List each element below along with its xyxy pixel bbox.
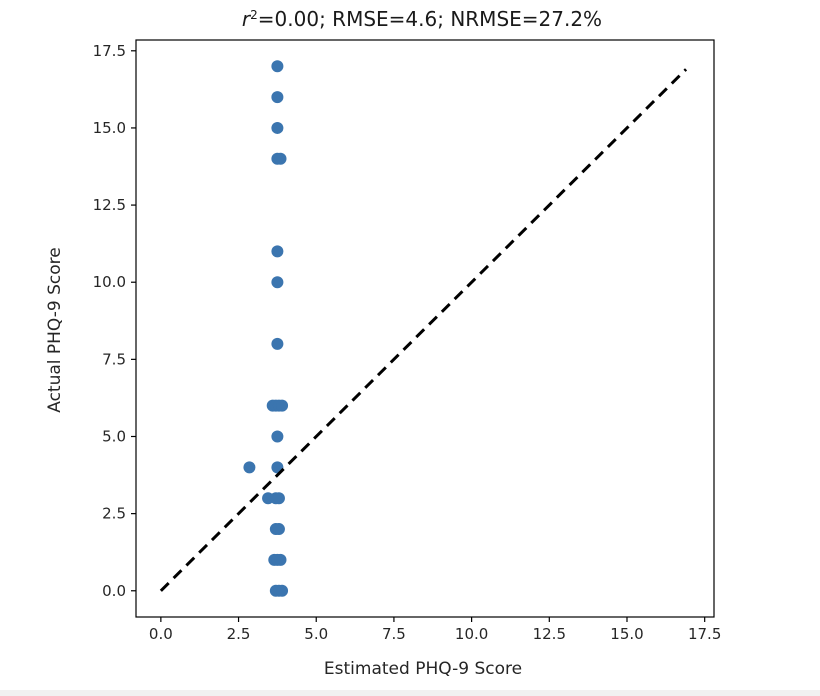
data-point <box>271 60 284 73</box>
data-point <box>272 523 285 536</box>
y-axis-label: Actual PHQ-9 Score <box>45 247 65 413</box>
x-tick-label: 5.0 <box>304 625 328 643</box>
plot-marks <box>159 60 688 597</box>
y-tick-label: 7.5 <box>102 350 126 368</box>
x-tick-label: 0.0 <box>149 625 173 643</box>
y-tick-label: 5.0 <box>102 427 126 445</box>
data-point <box>272 492 285 505</box>
x-axis-label: Estimated PHQ-9 Score <box>324 659 522 679</box>
window-bottom-strip <box>0 690 820 696</box>
y-tick-label: 2.5 <box>102 505 126 523</box>
x-tick-label: 10.0 <box>455 625 488 643</box>
data-point <box>271 276 284 289</box>
chart-title: r2=0.00; RMSE=4.6; NRMSE=27.2% <box>242 7 602 31</box>
data-point <box>274 553 287 566</box>
data-point <box>271 430 284 443</box>
x-tick-label: 15.0 <box>610 625 643 643</box>
data-point <box>271 245 284 258</box>
y-tick-label: 15.0 <box>93 119 126 137</box>
y-tick-label: 0.0 <box>102 582 126 600</box>
data-point <box>276 399 289 412</box>
data-point <box>271 121 284 134</box>
data-point <box>274 152 287 165</box>
y-tick-label: 12.5 <box>93 196 126 214</box>
data-point <box>243 461 256 474</box>
axis-ticks: 0.0 2.5 5.0 7.5 10.0 12.5 15.0 17.5 0.0 2.5 5.0 7.5… <box>93 42 722 643</box>
plot-frame <box>135 39 715 618</box>
y-tick-label: 17.5 <box>93 42 126 60</box>
x-tick-label: 7.5 <box>382 625 406 643</box>
data-point <box>271 91 284 104</box>
y-tick-label: 10.0 <box>93 273 126 291</box>
data-point <box>271 337 284 350</box>
data-point <box>276 584 289 597</box>
title-metrics: =0.00; RMSE=4.6; NRMSE=27.2% <box>258 7 602 31</box>
title-r2-symbol: r <box>242 7 252 31</box>
title-r2-exponent: 2 <box>250 8 258 22</box>
x-tick-label: 12.5 <box>533 625 566 643</box>
x-tick-label: 2.5 <box>227 625 251 643</box>
reference-line <box>159 68 688 592</box>
x-tick-label: 17.5 <box>688 625 721 643</box>
